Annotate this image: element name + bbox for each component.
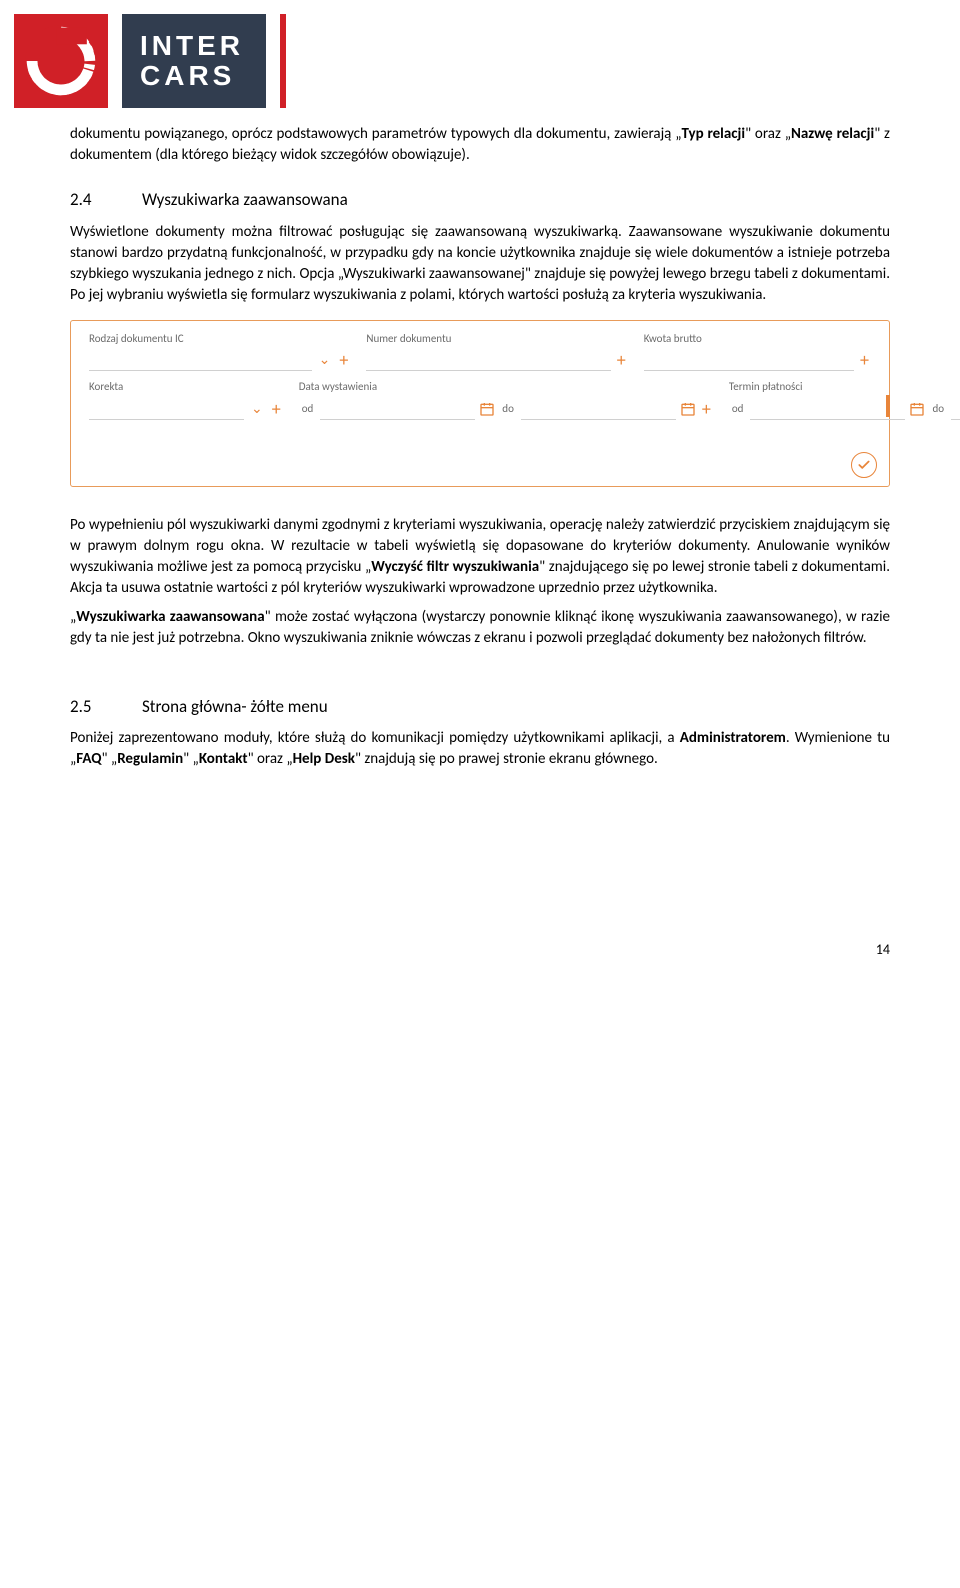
- add-filter-icon[interactable]: +: [270, 400, 283, 418]
- section-2-4-heading: 2.4 Wyszukiwarka zaawansowana: [70, 188, 890, 212]
- rodzaj-label: Rodzaj dokumentu IC: [89, 331, 350, 346]
- scrollbar-accent: [886, 395, 890, 417]
- calendar-icon[interactable]: [479, 401, 495, 417]
- od-label: od: [299, 401, 317, 416]
- do-label: do: [929, 401, 947, 416]
- logo-divider: [280, 14, 286, 108]
- korekta-label: Korekta: [89, 379, 283, 394]
- after-form-paragraph-2: „Wyszukiwarka zaawansowana" może zostać …: [70, 607, 890, 649]
- calendar-icon[interactable]: [680, 401, 696, 417]
- od-label: od: [729, 401, 747, 416]
- add-filter-icon[interactable]: +: [700, 400, 713, 418]
- do-label: do: [499, 401, 517, 416]
- logo-header: INTER CARS: [0, 0, 960, 116]
- page-number: 14: [70, 940, 890, 960]
- chevron-down-icon[interactable]: ⌄: [248, 399, 266, 419]
- add-filter-icon[interactable]: +: [858, 351, 871, 369]
- data-label: Data wystawienia: [299, 379, 713, 394]
- chevron-down-icon[interactable]: ⌄: [316, 350, 334, 370]
- data-od-input[interactable]: [320, 398, 475, 420]
- calendar-icon[interactable]: [909, 401, 925, 417]
- confirm-search-button[interactable]: [851, 452, 877, 478]
- section-2-4-paragraph: Wyświetlone dokumenty można filtrować po…: [70, 222, 890, 306]
- add-filter-icon[interactable]: +: [615, 351, 628, 369]
- intro-paragraph: dokumentu powiązanego, oprócz podstawowy…: [70, 124, 890, 166]
- rodzaj-input[interactable]: [89, 349, 312, 371]
- korekta-input[interactable]: [89, 398, 244, 420]
- section-2-5-paragraph: Poniżej zaprezentowano moduły, które słu…: [70, 728, 890, 770]
- section-number: 2.4: [70, 188, 114, 212]
- section-number: 2.5: [70, 695, 114, 719]
- logo-line-1: INTER: [140, 32, 244, 60]
- advanced-search-form: Rodzaj dokumentu IC ⌄ + Numer dokumentu …: [70, 320, 890, 487]
- logo-c-mark: [14, 14, 108, 108]
- section-2-5-heading: 2.5 Strona główna- żółte menu: [70, 695, 890, 719]
- after-form-paragraph-1: Po wypełnieniu pól wyszukiwarki danymi z…: [70, 515, 890, 599]
- termin-od-input[interactable]: [750, 398, 905, 420]
- section-title: Strona główna- żółte menu: [142, 695, 328, 719]
- termin-do-input[interactable]: [951, 398, 960, 420]
- logo-line-2: CARS: [140, 62, 244, 90]
- logo-wordmark: INTER CARS: [122, 14, 266, 108]
- termin-label: Termin płatności: [729, 379, 960, 394]
- numer-input[interactable]: [366, 349, 610, 371]
- kwota-input[interactable]: [644, 349, 854, 371]
- data-do-input[interactable]: [521, 398, 676, 420]
- section-title: Wyszukiwarka zaawansowana: [142, 188, 348, 212]
- add-filter-icon[interactable]: +: [337, 351, 350, 369]
- kwota-label: Kwota brutto: [644, 331, 871, 346]
- numer-label: Numer dokumentu: [366, 331, 627, 346]
